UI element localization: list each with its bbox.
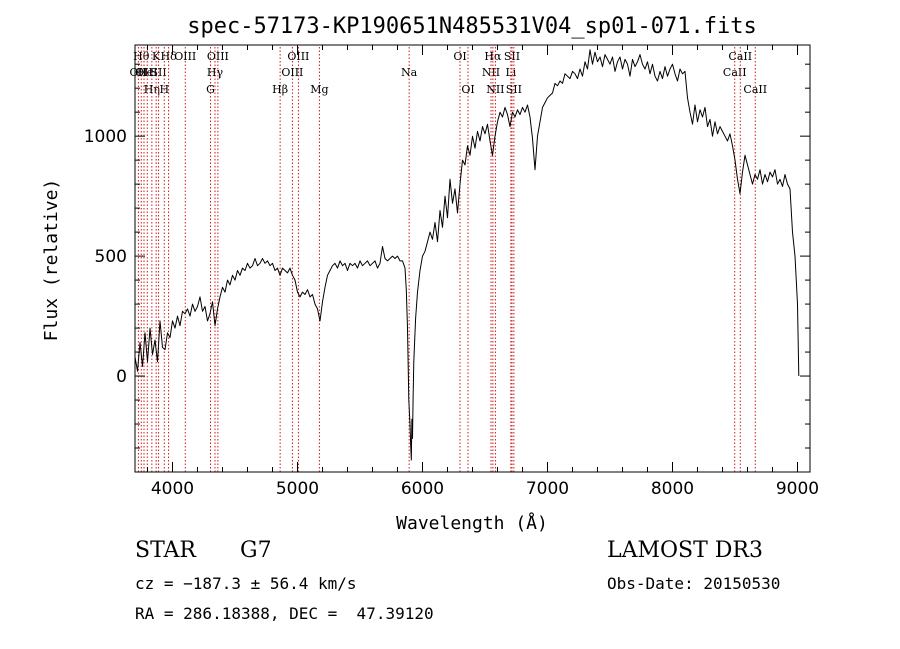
x-tick-label-0: 4000 (151, 479, 194, 499)
marker-label-1: Hθ (133, 50, 150, 63)
marker-label-23: Li (505, 66, 516, 79)
marker-label-2: OII (135, 66, 153, 79)
marker-label-0: OII (130, 66, 148, 79)
marker-label-14: OIII (281, 66, 303, 79)
marker-label-6: SII (151, 66, 167, 79)
marker-label-9: OIII (174, 50, 196, 63)
marker-label-10: G (206, 83, 215, 96)
marker-label-16: Mg (310, 83, 328, 96)
x-tick-label-3: 7000 (526, 479, 569, 499)
x-axis: 4000 5000 6000 7000 8000 9000 (147, 45, 819, 499)
plot-frame (134, 44, 811, 473)
marker-label-20: NII (482, 66, 500, 79)
marker-label-3: HeI (137, 66, 157, 79)
survey-name: LAMOST DR3 (607, 538, 763, 563)
marker-label-13: Hβ (272, 83, 288, 96)
x-tick-label-1: 5000 (276, 479, 319, 499)
y-axis-label: Flux (relative) (41, 179, 62, 342)
marker-label-26: CaII (723, 66, 747, 79)
series-line-0 (134, 49, 800, 461)
object-class: STAR (135, 538, 196, 563)
y-axis: 0 500 1000 (84, 63, 810, 449)
marker-label-25: SII (506, 83, 522, 96)
marker-label-19: OI (461, 83, 474, 96)
marker-label-18: OI (453, 50, 466, 63)
spectrum-chart: spec-57173-KP190651N485531V04_sp01-071.f… (41, 14, 819, 534)
y-tick-label-2: 1000 (84, 127, 127, 147)
x-tick-label-5: 9000 (776, 479, 819, 499)
marker-label-12: OIII (207, 50, 229, 63)
marker-label-15: OIII (287, 50, 309, 63)
marker-label-17: Na (401, 66, 418, 79)
marker-label-27: CaII (728, 50, 752, 63)
coordinates: RA = 286.18388, DEC = 47.39120 (135, 604, 434, 623)
marker-label-28: CaII (743, 83, 767, 96)
marker-label-22: NII (486, 83, 504, 96)
marker-label-24: SII (504, 50, 520, 63)
x-tick-label-2: 6000 (401, 479, 444, 499)
marker-label-5: K (152, 50, 161, 63)
x-tick-label-4: 8000 (651, 479, 694, 499)
marker-label-4: Hη (144, 83, 160, 96)
spectrum-series (134, 49, 800, 461)
chart-title: spec-57173-KP190651N485531V04_sp01-071.f… (187, 14, 757, 39)
marker-label-21: Hα (484, 50, 502, 63)
marker-label-11: Hγ (207, 66, 224, 79)
x-axis-label: Wavelength (Å) (396, 512, 548, 534)
redshift-cz: cz = −187.3 ± 56.4 km/s (135, 574, 357, 593)
y-tick-label-1: 500 (95, 247, 127, 267)
y-tick-label-0: 0 (116, 367, 127, 387)
observation-date: Obs-Date: 20150530 (607, 574, 781, 593)
line-markers: OIIHθOIIHeIHηKSIIHHδOIIIGHγOIIIHβOIIIOII… (130, 47, 767, 472)
marker-label-7: H (159, 83, 169, 96)
object-subclass: G7 (240, 538, 272, 563)
